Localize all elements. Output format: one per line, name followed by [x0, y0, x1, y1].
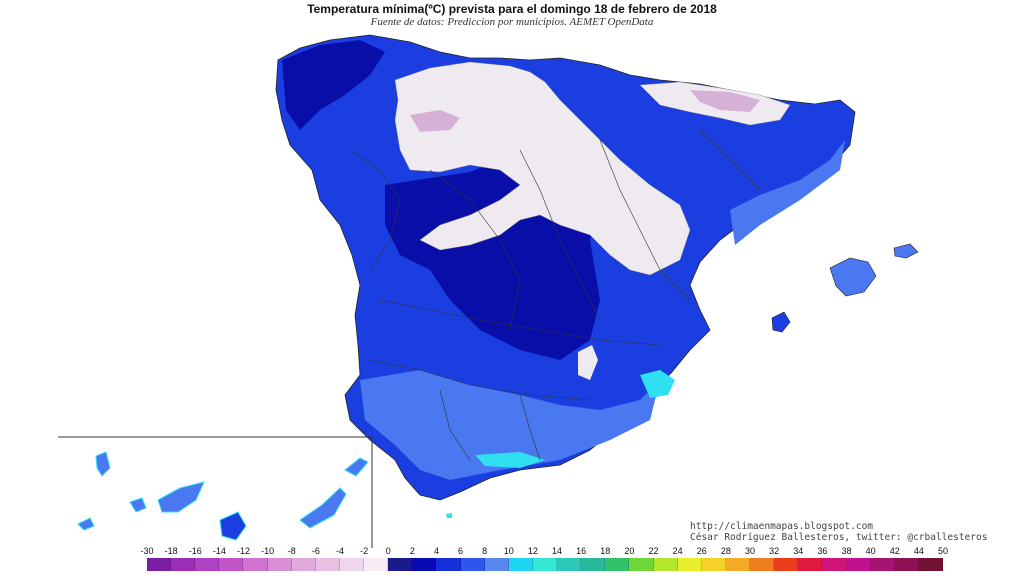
map-subtitle: Fuente de datos: Prediccion por municipi… — [370, 16, 654, 28]
legend-tick-label: 10 — [503, 546, 514, 556]
legend-color-cell — [798, 558, 823, 571]
legend-tick-label: -18 — [164, 546, 178, 556]
legend-tick-label: -30 — [140, 546, 154, 556]
legend-color-cell — [508, 558, 533, 571]
legend-color-cell — [605, 558, 630, 571]
legend-tick-label: -16 — [188, 546, 202, 556]
lanzarote-island — [344, 457, 369, 477]
gran-canaria-island — [219, 511, 247, 541]
legend-tick-label: -6 — [311, 546, 320, 556]
legend-color-cell — [195, 558, 220, 571]
legend-color-cell — [147, 558, 172, 571]
legend-tick-label: 44 — [913, 546, 924, 556]
legend-tick-label: -10 — [261, 546, 275, 556]
legend-tick-label: 32 — [769, 546, 780, 556]
frost-north-region — [394, 61, 691, 276]
legend-tick-label: 24 — [672, 546, 683, 556]
legend-tick-label: 38 — [841, 546, 852, 556]
legend-color-cell — [460, 558, 485, 571]
legend-color-cell — [557, 558, 582, 571]
map-credits: http://climaenmapas.blogspot.com César R… — [690, 521, 987, 543]
legend-color-cell — [822, 558, 847, 571]
legend-tick-label: 50 — [937, 546, 949, 556]
legend-tick-label: 30 — [745, 546, 756, 556]
legend-color-cell — [315, 558, 340, 571]
legend-tick-label: 14 — [552, 546, 563, 556]
legend-tick-label: 42 — [889, 546, 900, 556]
legend-color-cell — [677, 558, 702, 571]
cyan-coast-spot — [640, 370, 675, 398]
frost-south-patch — [578, 345, 598, 380]
legend-color-cell — [870, 558, 895, 571]
legend-tick-label: 36 — [817, 546, 828, 556]
legend-color-cell — [243, 558, 268, 571]
la-palma-island — [95, 451, 111, 477]
legend-color-cell — [750, 558, 775, 571]
legend-tick-label: 0 — [385, 546, 391, 556]
canary-inset-frame — [58, 436, 373, 548]
legend-tick-label: -4 — [335, 546, 344, 556]
light-blue-east — [730, 140, 845, 245]
legend-color-cell — [532, 558, 558, 571]
legend-color-cell — [484, 558, 509, 571]
legend-color-cell — [412, 558, 437, 571]
purple-frost-cantabria — [410, 110, 460, 132]
credits-url: http://climaenmapas.blogspot.com — [690, 521, 874, 532]
legend-tick-label: -8 — [287, 546, 296, 556]
alboran-spot — [446, 513, 452, 518]
legend-tick-label: 18 — [600, 546, 611, 556]
legend-tick-label: -14 — [212, 546, 226, 556]
legend-color-cell — [267, 558, 292, 571]
legend-tick-label: 40 — [865, 546, 876, 556]
light-blue-south — [360, 370, 660, 480]
legend-color-cell — [653, 558, 678, 571]
province-borders — [349, 129, 761, 461]
legend-tick-label: 4 — [433, 546, 439, 556]
purple-frost-pyrenees — [690, 90, 760, 112]
deep-blue-northwest — [282, 40, 385, 130]
legend-color-cell — [918, 558, 943, 571]
menorca-island — [893, 243, 919, 259]
ibiza-island — [771, 311, 791, 333]
legend-tick-label: 22 — [648, 546, 659, 556]
legend-color-cell — [171, 558, 196, 571]
la-gomera-island — [129, 497, 147, 513]
credits-author: César Rodríguez Ballesteros, twitter: @c… — [690, 532, 988, 543]
legend-tick-label: -2 — [360, 546, 369, 556]
legend-tick-labels: -30 -18 -16 -14 -12 -10 -8 -6 -4 -2 0 2 4 6 8 10 12 14 16 1… — [0, 546, 1024, 558]
mallorca-island — [829, 257, 877, 297]
tenerife-island — [157, 481, 205, 513]
legend-color-cell — [725, 558, 751, 571]
legend-tick-label: -12 — [236, 546, 250, 556]
legend-color-cell — [846, 558, 871, 571]
legend-color-cell — [364, 558, 389, 571]
legend-color-cell — [219, 558, 244, 571]
legend-tick-label: 6 — [458, 546, 464, 556]
legend-tick-label: 8 — [482, 546, 488, 556]
color-legend-bar — [147, 558, 943, 571]
fuerteventura-island — [299, 487, 347, 529]
legend-tick-label: 2 — [409, 546, 415, 556]
legend-color-cell — [774, 558, 799, 571]
legend-color-cell — [291, 558, 316, 571]
legend-tick-label: 26 — [696, 546, 707, 556]
map-title: Temperatura mínima(ºC) prevista para el … — [307, 2, 717, 16]
legend-tick-label: 28 — [720, 546, 731, 556]
legend-color-cell — [581, 558, 606, 571]
legend-color-cell — [701, 558, 726, 571]
cyan-south-spot — [475, 452, 545, 468]
legend-tick-label: 12 — [527, 546, 538, 556]
legend-tick-label: 34 — [793, 546, 804, 556]
legend-tick-label: 20 — [624, 546, 635, 556]
legend-tick-label: 16 — [576, 546, 587, 556]
legend-color-cell — [629, 558, 654, 571]
legend-color-cell — [894, 558, 919, 571]
el-hierro-island — [77, 517, 95, 531]
legend-color-cell — [339, 558, 365, 571]
legend-color-cell — [388, 558, 413, 571]
legend-color-cell — [436, 558, 461, 571]
